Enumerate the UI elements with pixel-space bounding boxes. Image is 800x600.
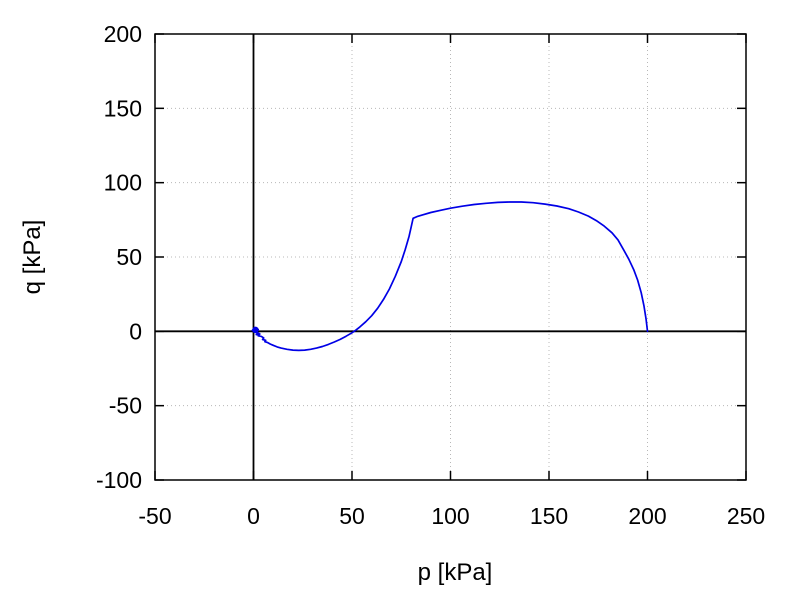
y-tick-label: 150: [104, 95, 142, 121]
stress-path-curve: [251, 201, 649, 352]
y-tick-label: 200: [104, 21, 142, 47]
y-tick-label: 50: [116, 244, 142, 270]
x-tick-label: -50: [138, 503, 171, 529]
y-tick-label: 0: [129, 318, 142, 344]
x-tick-label: 0: [247, 503, 260, 529]
ticks-layer: [154, 33, 747, 481]
data-series-layer: [251, 201, 649, 352]
y-axis-title: q [kPa]: [19, 220, 46, 295]
tick-labels-layer: -50 0 50 100 150 200 250 -100 -50 0 50 100 150 200: [96, 21, 765, 529]
x-tick-label: 100: [431, 503, 469, 529]
gridlines-layer: [155, 34, 746, 480]
y-tick-label: -100: [96, 467, 142, 493]
x-tick-label: 150: [530, 503, 568, 529]
x-tick-label: 250: [727, 503, 765, 529]
x-axis-title: p [kPa]: [418, 559, 493, 586]
x-tick-label: 50: [339, 503, 365, 529]
y-tick-label: 100: [104, 170, 142, 196]
x-tick-label: 200: [628, 503, 666, 529]
y-tick-label: -50: [109, 393, 142, 419]
origin-point-cluster: [252, 326, 259, 334]
